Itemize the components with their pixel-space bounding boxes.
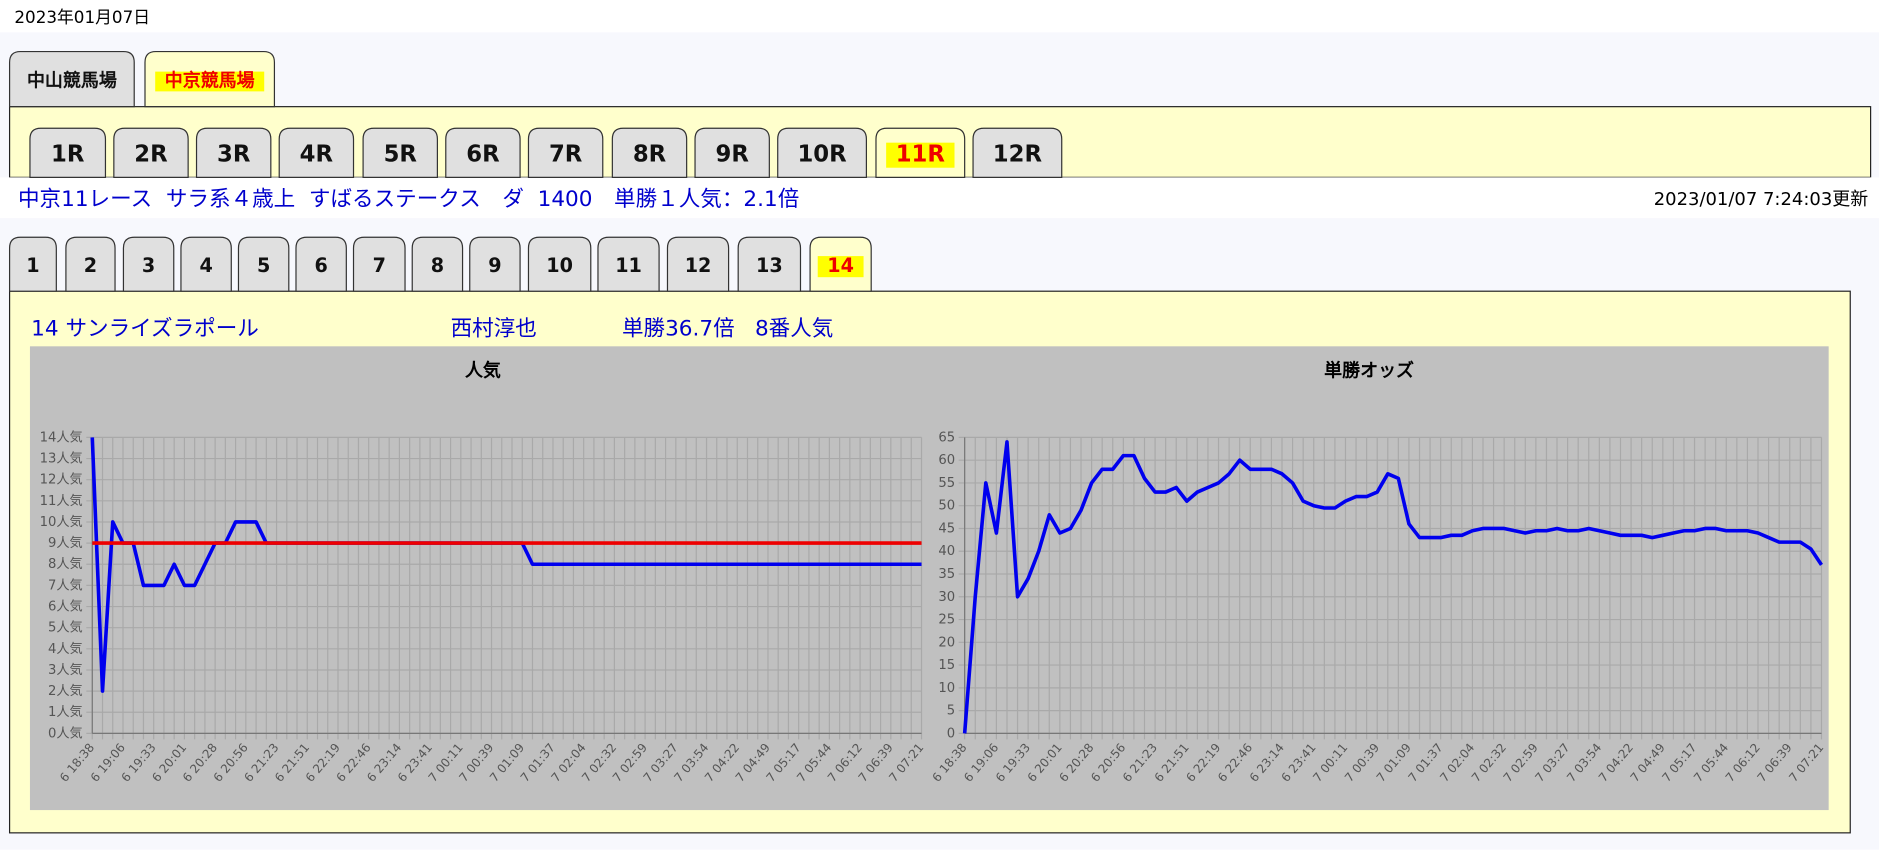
y-tick-label: 15 <box>938 658 955 673</box>
tab[interactable] <box>295 236 347 292</box>
tab[interactable] <box>113 127 189 178</box>
tab-label[interactable]: 中山競馬場 <box>27 69 117 91</box>
tab-label[interactable]: 1 <box>26 254 39 277</box>
y-tick-label: 50 <box>938 499 955 514</box>
y-tick-label: 3人気 <box>48 662 83 678</box>
tab[interactable] <box>122 236 175 292</box>
tab[interactable] <box>195 127 272 178</box>
tab-label[interactable]: 6R <box>466 142 500 168</box>
tab[interactable] <box>597 236 660 292</box>
y-tick-label: 35 <box>938 567 955 582</box>
y-tick-label: 12人気 <box>40 472 83 488</box>
y-tick-label: 20 <box>938 635 955 650</box>
tab[interactable] <box>411 236 464 292</box>
y-tick-label: 13人気 <box>40 451 83 467</box>
tab-label[interactable]: 3R <box>217 142 251 168</box>
y-tick-label: 5 <box>947 704 955 719</box>
tab[interactable] <box>666 236 730 292</box>
tab[interactable] <box>611 127 688 178</box>
tab[interactable] <box>8 236 57 292</box>
y-tick-label: 25 <box>938 613 955 628</box>
y-tick-label: 10 <box>938 681 955 696</box>
tab-label[interactable]: 7 <box>373 254 386 277</box>
tab[interactable] <box>65 236 116 292</box>
tab-label[interactable]: 3 <box>142 254 155 277</box>
y-tick-label: 10人気 <box>40 514 83 530</box>
y-tick-label: 65 <box>938 430 955 445</box>
y-tick-label: 30 <box>938 590 955 605</box>
horse-name: 14 サンライズラポール <box>31 317 259 342</box>
tab-label[interactable]: 9 <box>488 254 501 277</box>
tab-label[interactable]: 8 <box>431 254 444 277</box>
tab-label[interactable]: 11 <box>615 254 642 277</box>
y-tick-label: 6人気 <box>48 599 83 615</box>
updated: 2023/01/07 7:24:03更新 <box>1654 189 1869 210</box>
tab-label[interactable]: 5 <box>257 254 270 277</box>
jockey: 西村淳也 <box>451 317 537 342</box>
tab-label[interactable]: 2R <box>134 142 168 168</box>
tab-label[interactable]: 7R <box>549 142 583 168</box>
y-tick-label: 9人気 <box>48 535 83 551</box>
y-tick-label: 7人気 <box>48 577 83 593</box>
tab-label[interactable]: 2 <box>84 254 97 277</box>
tab-label[interactable]: 12 <box>685 254 712 277</box>
tab[interactable] <box>972 127 1063 178</box>
y-tick-label: 45 <box>938 521 955 536</box>
tab-label[interactable]: 10 <box>546 254 573 277</box>
tab[interactable] <box>180 236 232 292</box>
tab[interactable] <box>445 127 521 178</box>
y-tick-label: 0 <box>947 726 955 741</box>
tab-label[interactable]: 8R <box>633 142 667 168</box>
tab[interactable] <box>777 127 868 178</box>
tab-label[interactable]: 4 <box>199 254 212 277</box>
y-tick-label: 11人気 <box>40 493 83 509</box>
tab[interactable] <box>29 127 107 178</box>
data-line <box>962 440 1823 734</box>
date: 2023年01月07日 <box>14 7 150 27</box>
tab-label[interactable]: 14 <box>827 254 854 277</box>
odds: 単勝36.7倍 <box>622 317 735 342</box>
race-info-bar <box>0 177 1879 219</box>
tab[interactable] <box>694 127 770 178</box>
y-tick-label: 60 <box>938 453 955 468</box>
tab-label[interactable]: 4R <box>300 142 334 168</box>
tab-label[interactable]: 1R <box>51 142 85 168</box>
y-tick-label: 4人気 <box>48 641 83 657</box>
tab[interactable] <box>737 236 802 292</box>
tab[interactable] <box>362 127 438 178</box>
tab-label[interactable]: 中京競馬場 <box>165 69 255 91</box>
tab[interactable] <box>527 236 592 292</box>
tab-highlight <box>155 71 265 92</box>
y-tick-label: 40 <box>938 544 955 559</box>
y-tick-label: 8人気 <box>48 556 83 572</box>
tab[interactable] <box>352 236 406 292</box>
tab[interactable] <box>237 236 290 292</box>
tab[interactable] <box>469 236 521 292</box>
tab-label[interactable]: 12R <box>993 142 1043 168</box>
tab[interactable] <box>8 50 135 108</box>
y-tick-label: 2人気 <box>48 683 83 699</box>
tab-label[interactable]: 10R <box>797 142 847 168</box>
chart-area <box>29 346 1829 811</box>
y-tick-label: 55 <box>938 476 955 491</box>
tab-label[interactable]: 13 <box>756 254 783 277</box>
tab-label[interactable]: 9R <box>716 142 750 168</box>
popularity: 8番人気 <box>755 317 833 342</box>
tab-highlight <box>886 142 955 168</box>
y-tick-label: 5人気 <box>48 620 83 636</box>
y-tick-label: 0人気 <box>48 725 83 741</box>
chart-title: 人気 <box>465 359 501 381</box>
tab-label[interactable]: 6 <box>314 254 327 277</box>
tab[interactable] <box>278 127 355 178</box>
y-tick-label: 1人気 <box>48 704 83 720</box>
race-info: 中京11レース サラ系４歳上 すばるステークス ダ 1400 単勝１人気：2.1… <box>18 187 799 212</box>
tab-label[interactable]: 5R <box>384 142 418 168</box>
tab[interactable] <box>527 127 604 178</box>
y-tick-label: 14人気 <box>40 429 83 445</box>
chart-title: 単勝オッズ <box>1324 359 1414 381</box>
tab-label[interactable]: 11R <box>896 142 946 168</box>
tab-highlight <box>817 256 864 278</box>
